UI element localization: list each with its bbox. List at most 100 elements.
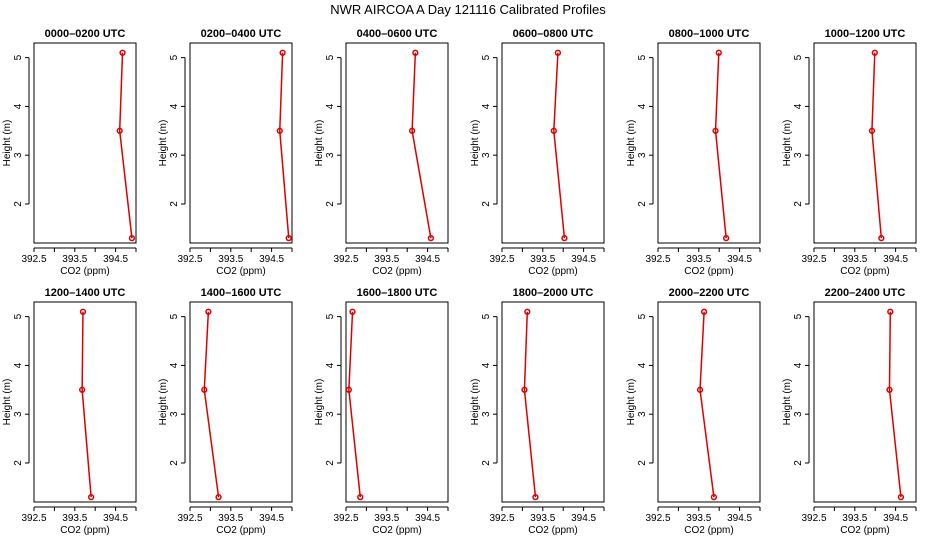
co2-data-point bbox=[357, 493, 364, 501]
co2-data-point bbox=[886, 386, 893, 393]
y-axis-label: Height (m) bbox=[2, 120, 13, 167]
plot-frame bbox=[345, 42, 449, 244]
y-tick-label: 2 bbox=[325, 460, 336, 466]
panel-title: 0400–0600 UTC bbox=[357, 28, 438, 40]
x-tick-label: 394.5 bbox=[727, 254, 752, 265]
y-axis-label: Height (m) bbox=[782, 379, 793, 426]
y-axis-label: Height (m) bbox=[314, 120, 325, 167]
y-tick-label: 2 bbox=[481, 460, 492, 466]
y-tick-label: 2 bbox=[481, 201, 492, 207]
co2-data-point bbox=[215, 493, 222, 501]
y-axis-label: Height (m) bbox=[158, 120, 169, 167]
x-tick-label: 392.5 bbox=[489, 254, 514, 265]
figure-title: NWR AIRCOA A Day 121116 Calibrated Profi… bbox=[330, 2, 606, 17]
x-tick-label: 394.5 bbox=[883, 254, 908, 265]
co2-profile-line bbox=[699, 311, 715, 498]
co2-data-point bbox=[712, 127, 719, 134]
y-tick-label: 4 bbox=[481, 362, 492, 368]
x-axis-label: CO2 (ppm) bbox=[60, 525, 109, 536]
x-tick-label: 392.5 bbox=[21, 513, 46, 524]
y-tick-label: 4 bbox=[13, 362, 24, 368]
y-tick-label: 5 bbox=[793, 313, 804, 319]
co2-data-point bbox=[116, 127, 123, 134]
y-tick-label: 3 bbox=[325, 411, 336, 417]
x-tick-label: 394.5 bbox=[727, 513, 752, 524]
x-tick-label: 394.5 bbox=[571, 513, 596, 524]
x-tick-label: 394.5 bbox=[415, 254, 440, 265]
y-tick-label: 5 bbox=[13, 313, 24, 319]
co2-profile-line bbox=[411, 52, 432, 239]
y-tick-label: 3 bbox=[637, 152, 648, 158]
panel-title: 1800–2000 UTC bbox=[513, 287, 594, 299]
y-tick-label: 2 bbox=[637, 460, 648, 466]
y-axis-label: Height (m) bbox=[470, 379, 481, 426]
co2-data-point bbox=[285, 234, 292, 242]
co2-data-point bbox=[87, 493, 95, 501]
y-tick-label: 5 bbox=[481, 313, 492, 319]
x-tick-label: 393.5 bbox=[218, 254, 243, 265]
x-tick-label: 392.5 bbox=[177, 513, 202, 524]
x-axis-label: CO2 (ppm) bbox=[60, 266, 109, 277]
plot-frame bbox=[345, 301, 449, 503]
co2-data-point bbox=[427, 234, 435, 242]
y-tick-label: 4 bbox=[169, 103, 180, 109]
co2-data-point bbox=[412, 49, 419, 56]
x-tick-label: 393.5 bbox=[62, 513, 87, 524]
co2-data-point bbox=[532, 493, 539, 501]
panel-title: 2200–2400 UTC bbox=[825, 287, 906, 299]
y-tick-label: 3 bbox=[637, 411, 648, 417]
co2-profile-line bbox=[888, 311, 902, 498]
x-axis-label: CO2 (ppm) bbox=[528, 266, 577, 277]
co2-profile-line bbox=[279, 52, 290, 239]
co2-profile-line bbox=[81, 311, 92, 498]
x-tick-label: 393.5 bbox=[530, 254, 555, 265]
x-tick-label: 394.5 bbox=[259, 513, 284, 524]
y-tick-label: 3 bbox=[481, 152, 492, 158]
x-tick-label: 393.5 bbox=[686, 254, 711, 265]
x-axis-label: CO2 (ppm) bbox=[372, 266, 421, 277]
x-tick-label: 392.5 bbox=[21, 254, 46, 265]
y-tick-label: 5 bbox=[481, 54, 492, 60]
x-tick-label: 393.5 bbox=[530, 513, 555, 524]
co2-profile-line bbox=[118, 52, 133, 239]
y-tick-label: 5 bbox=[325, 313, 336, 319]
x-tick-label: 393.5 bbox=[842, 513, 867, 524]
x-tick-label: 392.5 bbox=[801, 254, 826, 265]
x-tick-label: 393.5 bbox=[374, 513, 399, 524]
y-tick-label: 3 bbox=[325, 152, 336, 158]
plot-frame bbox=[189, 42, 293, 244]
y-axis-label: Height (m) bbox=[626, 379, 637, 426]
co2-profile-line bbox=[553, 52, 566, 239]
x-axis-label: CO2 (ppm) bbox=[216, 525, 265, 536]
co2-data-point bbox=[871, 49, 878, 56]
co2-data-point bbox=[710, 493, 718, 501]
y-axis-label: Height (m) bbox=[314, 379, 325, 426]
y-axis-label: Height (m) bbox=[626, 120, 637, 167]
co2-profile-line bbox=[203, 311, 220, 498]
x-tick-label: 394.5 bbox=[571, 254, 596, 265]
x-tick-label: 392.5 bbox=[489, 513, 514, 524]
y-tick-label: 4 bbox=[637, 103, 648, 109]
y-tick-label: 5 bbox=[637, 313, 648, 319]
y-tick-label: 5 bbox=[637, 54, 648, 60]
y-tick-label: 2 bbox=[13, 201, 24, 207]
y-axis-label: Height (m) bbox=[782, 120, 793, 167]
co2-data-point bbox=[349, 308, 356, 315]
x-tick-label: 394.5 bbox=[415, 513, 440, 524]
y-tick-label: 2 bbox=[325, 201, 336, 207]
y-axis-label: Height (m) bbox=[158, 379, 169, 426]
y-tick-label: 5 bbox=[13, 54, 24, 60]
x-tick-label: 393.5 bbox=[686, 513, 711, 524]
co2-data-point bbox=[279, 49, 286, 56]
co2-data-point bbox=[408, 127, 416, 134]
x-axis-label: CO2 (ppm) bbox=[528, 525, 577, 536]
y-tick-label: 5 bbox=[169, 54, 180, 60]
